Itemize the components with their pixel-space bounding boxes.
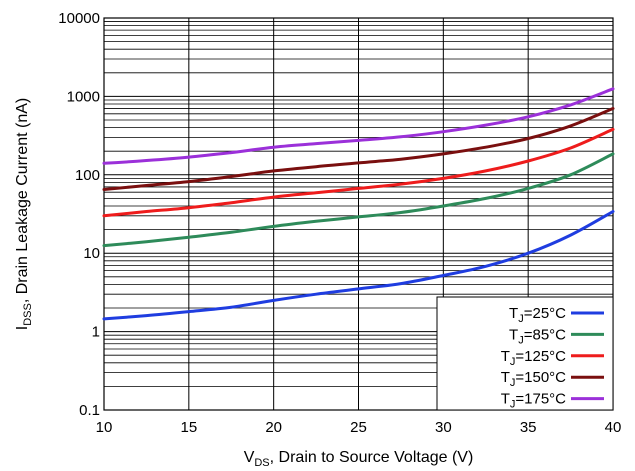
y-tick-label: 0.1 [79, 402, 100, 419]
series-line [102, 87, 615, 165]
series-line [102, 152, 615, 248]
x-tick-label: 35 [520, 419, 537, 436]
legend-label: TJ=25°C [509, 305, 566, 325]
series-line [102, 127, 615, 218]
y-tick-label: 10000 [58, 10, 100, 27]
x-tick-label: 30 [435, 419, 452, 436]
x-tick-label: 20 [265, 419, 282, 436]
x-tick-labels: 10 15 20 25 30 35 40 [96, 419, 622, 436]
series-line [102, 107, 615, 191]
y-tick-label: 1 [92, 324, 100, 341]
y-axis-title: IDSS, Drain Leakage Current (nA) [14, 98, 34, 331]
y-tick-label: 100 [75, 167, 100, 184]
legend-label: TJ=125°C [501, 348, 566, 368]
legend: TJ=25°CTJ=85°CTJ=125°CTJ=150°CTJ=175°C [436, 296, 614, 411]
x-tick-label: 25 [350, 419, 367, 436]
legend-label: TJ=85°C [509, 326, 566, 346]
y-tick-label: 10 [83, 245, 100, 262]
legend-label: TJ=150°C [501, 369, 566, 389]
legend-label: TJ=175°C [501, 391, 566, 411]
y-tick-label: 1000 [67, 88, 100, 105]
x-tick-label: 10 [96, 419, 113, 436]
x-tick-label: 15 [180, 419, 197, 436]
x-tick-label: 40 [605, 419, 622, 436]
y-tick-labels: 0.1 1 10 100 1000 10000 [58, 10, 100, 419]
legend-box [436, 296, 614, 411]
plot-frame [103, 17, 614, 411]
x-axis-title: VDS, Drain to Source Voltage (V) [244, 449, 474, 469]
series-lines [102, 87, 615, 321]
series-line [102, 210, 615, 321]
